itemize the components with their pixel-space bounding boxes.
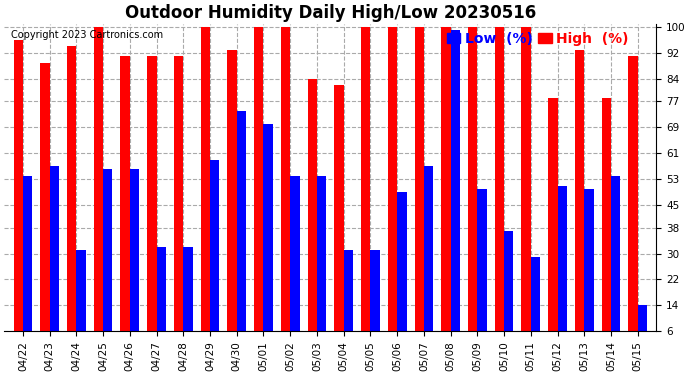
Bar: [130, 170, 139, 351]
Bar: [308, 79, 317, 351]
Bar: [522, 27, 531, 351]
Bar: [361, 27, 371, 351]
Bar: [174, 56, 184, 351]
Title: Outdoor Humidity Daily High/Low 20230516: Outdoor Humidity Daily High/Low 20230516: [125, 4, 536, 22]
Bar: [67, 46, 77, 351]
Bar: [210, 160, 219, 351]
Bar: [638, 305, 647, 351]
Bar: [94, 27, 103, 351]
Bar: [201, 27, 210, 351]
Bar: [344, 250, 353, 351]
Bar: [264, 124, 273, 351]
Bar: [14, 40, 23, 351]
Bar: [558, 186, 567, 351]
Bar: [477, 189, 486, 351]
Bar: [228, 50, 237, 351]
Bar: [549, 98, 558, 351]
Bar: [40, 63, 50, 351]
Bar: [575, 50, 584, 351]
Bar: [388, 27, 397, 351]
Bar: [50, 166, 59, 351]
Bar: [77, 250, 86, 351]
Bar: [147, 56, 157, 351]
Bar: [602, 98, 611, 351]
Bar: [237, 111, 246, 351]
Bar: [121, 56, 130, 351]
Bar: [254, 27, 264, 351]
Bar: [531, 257, 540, 351]
Bar: [442, 27, 451, 351]
Bar: [290, 176, 299, 351]
Bar: [103, 170, 112, 351]
Bar: [184, 247, 193, 351]
Bar: [23, 176, 32, 351]
Bar: [281, 27, 290, 351]
Bar: [415, 27, 424, 351]
Bar: [629, 56, 638, 351]
Bar: [611, 176, 620, 351]
Bar: [424, 166, 433, 351]
Bar: [397, 192, 406, 351]
Bar: [504, 231, 513, 351]
Legend: Low  (%), High  (%): Low (%), High (%): [445, 31, 630, 48]
Bar: [495, 27, 504, 351]
Bar: [335, 85, 344, 351]
Bar: [584, 189, 593, 351]
Bar: [451, 30, 460, 351]
Bar: [371, 250, 380, 351]
Bar: [317, 176, 326, 351]
Bar: [468, 27, 477, 351]
Text: Copyright 2023 Cartronics.com: Copyright 2023 Cartronics.com: [10, 30, 163, 40]
Bar: [157, 247, 166, 351]
